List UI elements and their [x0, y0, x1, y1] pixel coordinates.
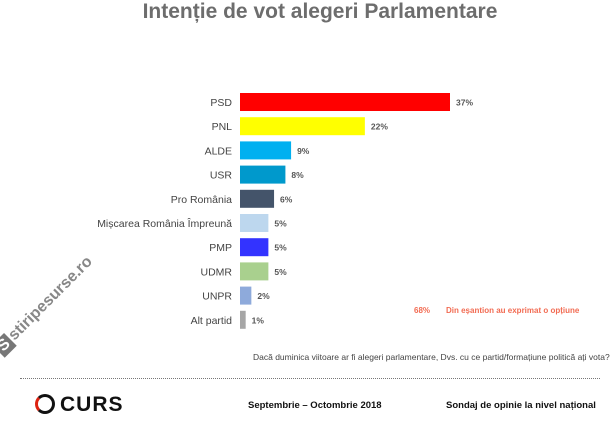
bar-chart: PSD 37% PNL 22% ALDE 9% USR 8% Pro România 6% Mișc… — [97, 93, 473, 329]
category-label: PSD — [210, 97, 232, 109]
category-label: Alt partid — [191, 315, 233, 327]
value-label: 5% — [274, 219, 287, 229]
divider — [20, 378, 600, 379]
brand-logo: CURS — [60, 393, 124, 416]
curs-logo-icon — [35, 394, 55, 414]
bar-pnl — [240, 117, 365, 136]
category-label: USR — [210, 170, 233, 182]
bar-udmr — [240, 262, 269, 281]
bar-usr — [240, 165, 286, 184]
bar-mișcarea-românia-împreună — [240, 214, 269, 232]
bar-pro-românia — [240, 189, 275, 208]
note-text: Din eșantion au exprimat o opțiune — [446, 306, 580, 315]
bar-psd — [240, 93, 450, 111]
category-label: Mișcarea România Împreună — [97, 217, 232, 230]
value-label: 8% — [291, 170, 304, 180]
category-label: UNPR — [202, 291, 232, 303]
category-label: UDMR — [201, 266, 233, 278]
survey-type: Sondaj de opinie la nivel național — [446, 400, 596, 411]
survey-question: Dacă duminica viitoare ar fi alegeri par… — [253, 352, 610, 362]
value-label: 2% — [257, 291, 270, 301]
value-label: 37% — [456, 98, 473, 108]
value-label: 5% — [274, 267, 287, 277]
bar-alde — [240, 141, 292, 160]
bar-unpr — [240, 286, 252, 305]
value-label: 6% — [280, 194, 293, 204]
value-label: 9% — [297, 146, 310, 156]
note-percent: 68% — [414, 306, 431, 315]
value-label: 5% — [274, 243, 287, 253]
value-label: 1% — [252, 315, 265, 325]
category-label: PMP — [209, 242, 232, 254]
bar-alt-partid — [240, 310, 246, 329]
category-label: Pro România — [171, 194, 232, 206]
category-label: ALDE — [205, 145, 232, 157]
survey-period: Septembrie – Octombrie 2018 — [248, 400, 382, 411]
category-label: PNL — [212, 121, 233, 133]
chart-title: Intenție de vot alegeri Parlamentare — [142, 0, 498, 23]
value-label: 22% — [371, 122, 388, 132]
bar-pmp — [240, 238, 269, 257]
